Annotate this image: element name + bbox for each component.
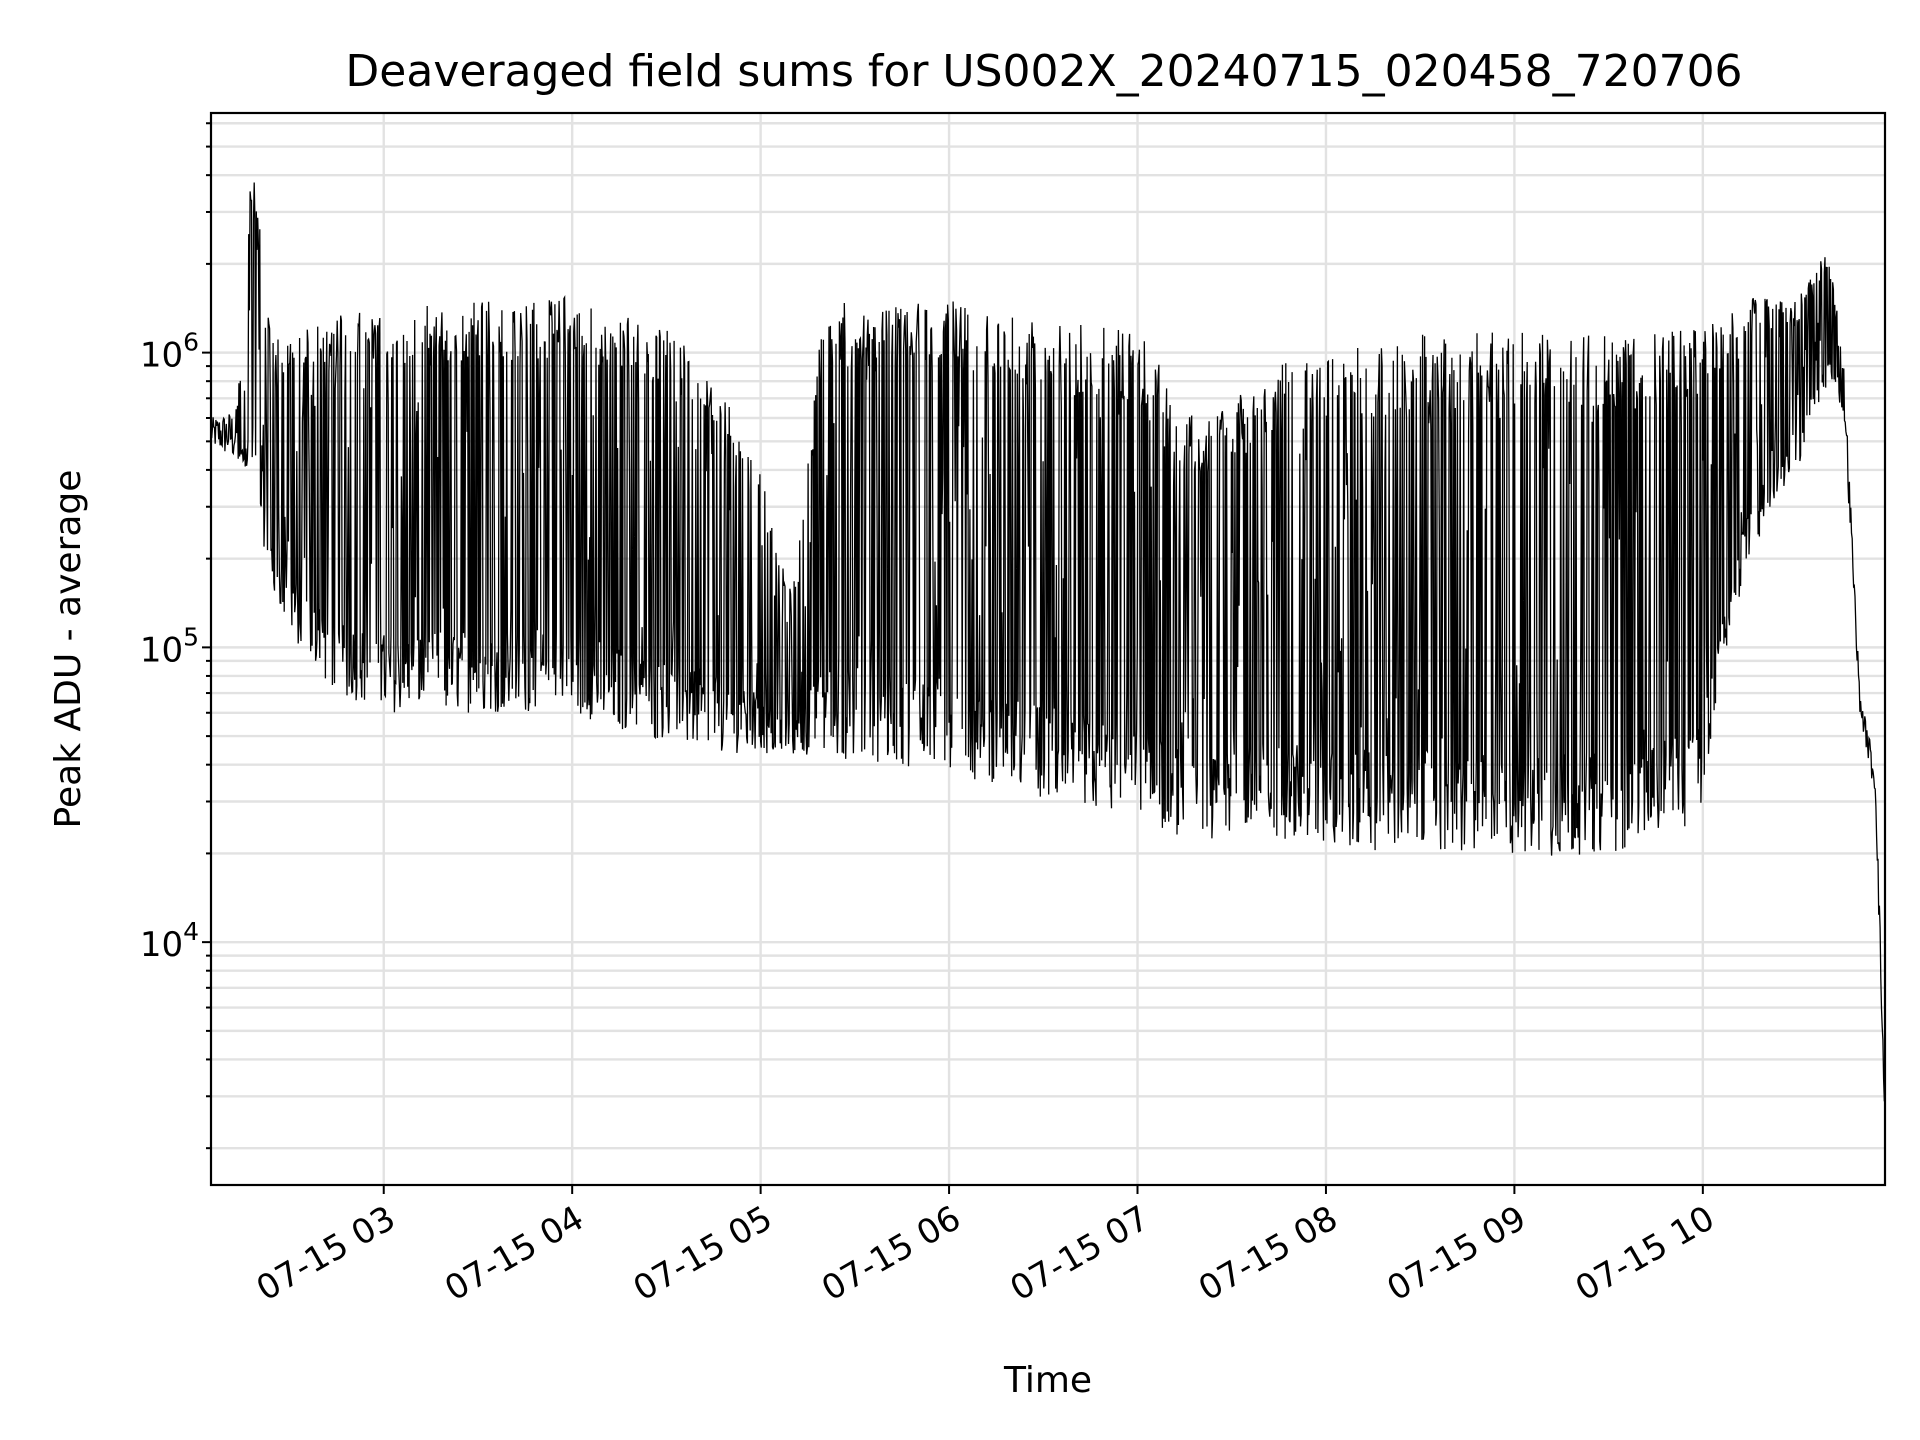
chart-title: Deaveraged field sums for US002X_2024071… — [345, 46, 1742, 97]
series-line — [210, 182, 1886, 1102]
y-axis-label: Peak ADU - average — [48, 470, 89, 829]
plot-frame — [209, 111, 1887, 1187]
x-tick-label: 07-15 04 — [438, 1198, 590, 1309]
x-axis-label: Time — [1003, 1360, 1092, 1401]
x-tick-label: 07-15 05 — [627, 1198, 779, 1309]
x-tick-label: 07-15 08 — [1192, 1198, 1344, 1309]
y-tick-label: 106 — [140, 328, 199, 376]
y-tick-label: 105 — [140, 622, 199, 670]
x-tick-label: 07-15 06 — [815, 1198, 967, 1309]
x-tick-label: 07-15 03 — [250, 1198, 402, 1309]
y-tick-label: 104 — [140, 917, 199, 965]
data-series — [210, 182, 1886, 1102]
x-tick-label: 07-15 09 — [1381, 1198, 1533, 1309]
x-tick-label: 07-15 10 — [1569, 1198, 1721, 1309]
x-tick-label: 07-15 07 — [1004, 1198, 1156, 1309]
